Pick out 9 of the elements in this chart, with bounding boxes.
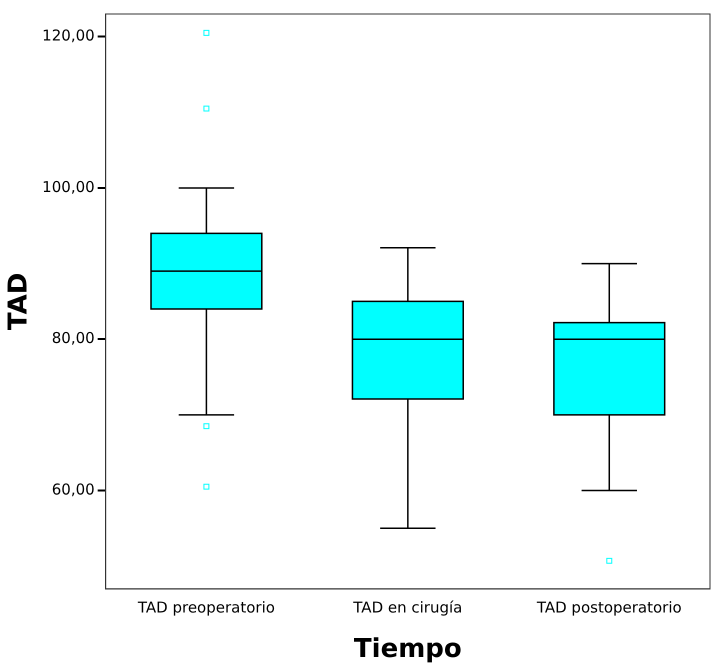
x-tick-label: TAD en cirugía [352,598,462,617]
y-tick-label: 120,00 [42,26,95,45]
y-tick-label: 80,00 [52,329,95,348]
x-axis-title: Tiempo [354,634,462,664]
y-axis-title: TAD [3,272,34,330]
x-tick-label: TAD preoperatorio [136,598,275,617]
y-tick-label: 100,00 [42,178,95,196]
y-tick-label: 60,00 [52,480,95,498]
x-tick-label: TAD postoperatorio [536,598,682,617]
